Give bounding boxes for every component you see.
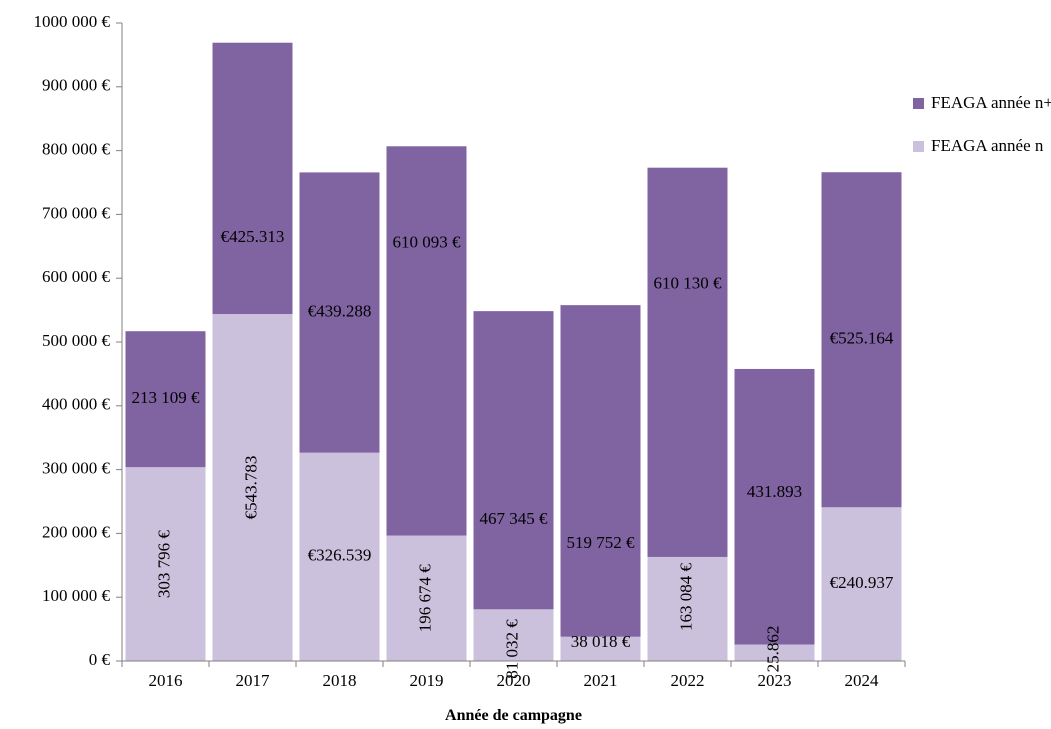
y-tick-label: 300 000 € [42,459,111,478]
x-tick-label: 2016 [149,671,183,690]
legend-swatch [913,141,924,152]
bar-2024-annee-n1 [821,172,902,508]
x-tick-label: 2017 [236,671,271,690]
axes-layer: 2016 2017 2018 2019 2020 2021 2022 2023 2024 0 € 1… [34,12,906,690]
x-tick-label: 2019 [410,671,444,690]
y-tick-label: 800 000 € [42,140,111,159]
data-label-2024-annee-n1: €525.164 [830,329,894,348]
bar-2018-annee-n [299,452,380,661]
y-tick-label: 700 000 € [42,203,111,222]
x-tick-label: 2018 [323,671,357,690]
data-label-2020-annee-n1: 467 345 € [480,509,549,528]
y-tick-label: 500 000 € [42,331,111,350]
data-label-2017-annee-n: €543.783 [241,456,260,520]
bar-2024-annee-n [821,507,902,661]
legend-label: FEAGA année n+1 [931,93,1051,112]
bar-2017-annee-n [212,314,293,661]
data-label-2016-annee-n1: 213 109 € [132,388,201,407]
data-label-2019-annee-n: 196 674 € [415,564,434,633]
bar-2020-annee-n1 [473,311,554,610]
x-tick-label: 2022 [671,671,705,690]
data-labels-layer: 303 796 € 213 109 € €543.783 €425.313 €326.5… [132,227,894,679]
data-label-2022-annee-n1: 610 130 € [654,273,723,292]
bar-2021-annee-n1 [560,305,641,637]
legend-label: FEAGA année n [931,136,1044,155]
data-label-2017-annee-n1: €425.313 [221,227,285,246]
bar-2023-annee-n [734,644,815,661]
data-label-2021-annee-n: 38 018 € [571,632,631,651]
data-label-2020-annee-n: 81 032 € [502,619,521,679]
data-label-2018-annee-n1: €439.288 [308,301,372,320]
data-label-2024-annee-n: €240.937 [830,573,894,592]
y-tick-label: 1000 000 € [34,12,111,31]
bar-2020-annee-n [473,609,554,661]
y-tick-label: 0 € [89,650,111,669]
bar-2019-annee-n [386,535,467,661]
bar-2022-annee-n1 [647,167,728,557]
bar-2023-annee-n1 [734,368,815,645]
bar-2016-annee-n [125,467,206,661]
data-label-2022-annee-n: 163 084 € [676,562,695,631]
data-label-2018-annee-n: €326.539 [308,546,372,565]
bar-2022-annee-n [647,556,728,661]
x-tick-label: 2023 [758,671,792,690]
data-label-2023-annee-n: 25.862 [763,626,782,673]
bar-2016-annee-n1 [125,331,206,468]
y-tick-label: 600 000 € [42,267,111,286]
x-axis-title: Année de campagne [445,707,582,724]
bar-2019-annee-n1 [386,146,467,536]
bar-2018-annee-n1 [299,172,380,453]
y-tick-label: 400 000 € [42,395,111,414]
y-tick-label: 200 000 € [42,522,111,541]
data-label-2019-annee-n1: 610 093 € [393,232,462,251]
y-tick-label: 900 000 € [42,76,111,95]
legend: FEAGA année n+1 FEAGA année n [913,93,1051,155]
bars-layer [125,42,902,661]
legend-swatch [913,98,924,109]
data-label-2016-annee-n: 303 796 € [154,530,173,599]
bar-2021-annee-n [560,636,641,661]
x-tick-label: 2021 [584,671,618,690]
x-tick-label: 2020 [497,671,531,690]
y-tick-label: 100 000 € [42,586,111,605]
bar-2017-annee-n1 [212,42,293,315]
data-label-2023-annee-n1: 431.893 [747,482,802,501]
x-tick-label: 2024 [845,671,880,690]
data-label-2021-annee-n1: 519 752 € [567,533,636,552]
